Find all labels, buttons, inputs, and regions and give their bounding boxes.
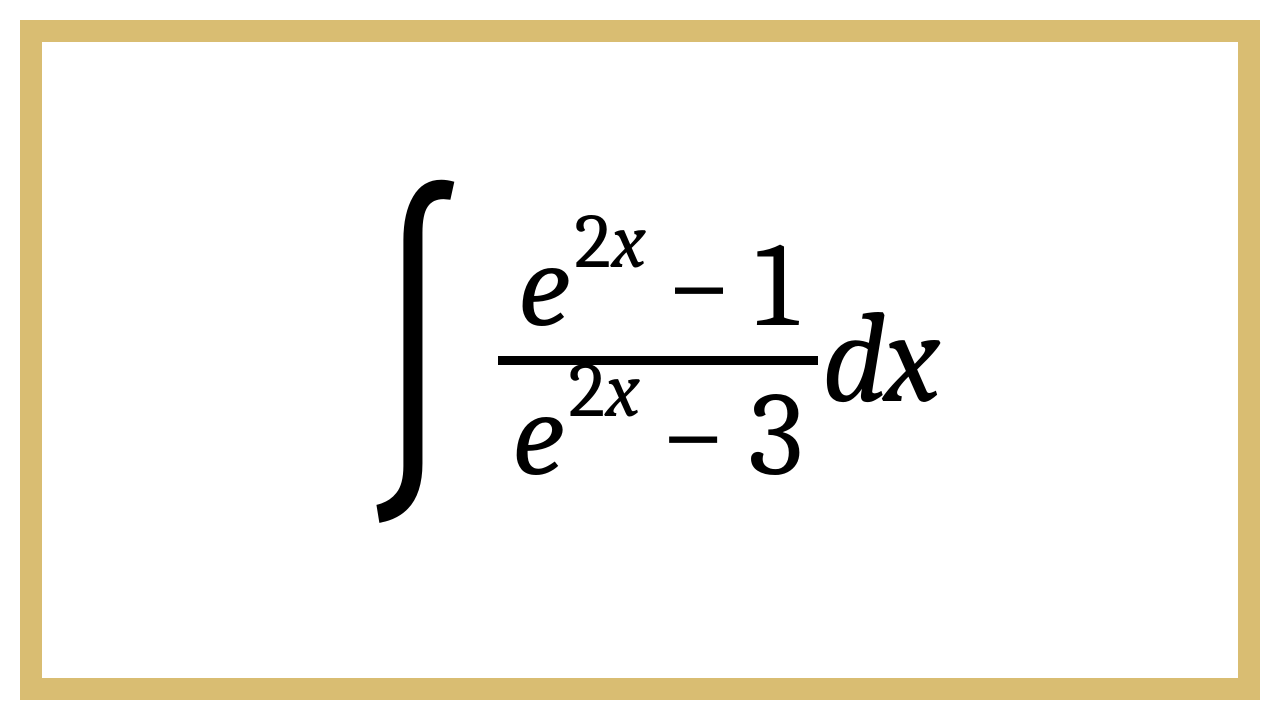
- denominator-exp-coef: 2: [568, 346, 603, 436]
- slide-frame: ∫ e 2x − 1 e 2x − 3: [0, 0, 1280, 720]
- numerator-exp-coef: 2: [574, 197, 609, 287]
- denominator: e 2x − 3: [498, 365, 818, 505]
- numerator-exponent: 2x: [574, 203, 644, 281]
- fraction-bar: [498, 356, 818, 365]
- numerator-exp-var: x: [611, 197, 644, 287]
- denominator-base: e: [512, 375, 564, 495]
- denominator-exponent: 2x: [568, 352, 638, 430]
- differential: dx: [822, 296, 937, 424]
- numerator-base: e: [518, 226, 570, 346]
- denominator-operator: −: [660, 375, 726, 495]
- denominator-exp-var: x: [605, 346, 638, 436]
- integral-expression: ∫ e 2x − 1 e 2x − 3: [343, 190, 936, 530]
- numerator: e 2x − 1: [504, 216, 812, 356]
- slide-border: ∫ e 2x − 1 e 2x − 3: [20, 20, 1260, 700]
- numerator-constant: 1: [754, 226, 797, 346]
- denominator-constant: 3: [748, 375, 803, 495]
- integral-sign: ∫: [364, 184, 468, 524]
- integrand-fraction: e 2x − 1 e 2x − 3: [498, 216, 818, 505]
- numerator-operator: −: [666, 226, 732, 346]
